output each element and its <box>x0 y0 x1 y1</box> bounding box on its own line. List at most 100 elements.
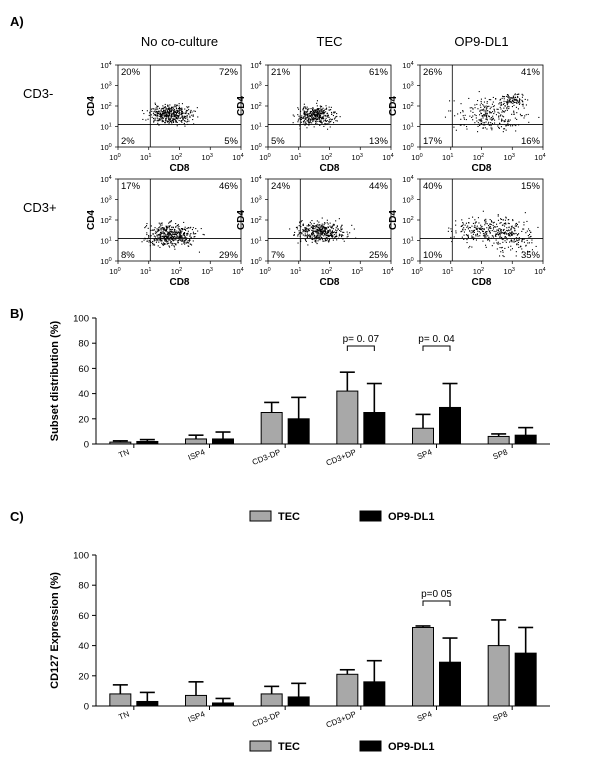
event-dot <box>320 110 322 112</box>
event-dot <box>157 245 159 247</box>
event-dot <box>172 106 174 108</box>
dot-plot: 24% 44%7% 25%100 101 102 103 10410010110210310… <box>236 175 394 288</box>
event-dot <box>322 227 324 229</box>
event-dot <box>329 118 331 120</box>
event-dot <box>525 104 527 106</box>
event-dot <box>306 237 308 239</box>
event-dot <box>154 244 156 246</box>
event-dot <box>311 241 313 243</box>
event-dot <box>483 110 485 112</box>
event-dot <box>319 233 321 235</box>
event-dot <box>321 105 323 107</box>
event-dot <box>302 109 304 111</box>
event-dot <box>333 112 335 114</box>
event-dot <box>312 238 314 240</box>
event-dot <box>319 108 321 110</box>
event-dot <box>167 233 169 235</box>
event-dot <box>498 127 500 129</box>
event-dot <box>297 119 299 121</box>
event-dot <box>475 226 477 228</box>
event-dot <box>474 226 476 228</box>
x-tick-label: 104 <box>232 153 243 162</box>
event-dot <box>480 226 482 228</box>
event-dot <box>461 219 463 221</box>
event-dot <box>329 109 331 111</box>
event-dot <box>186 228 188 230</box>
event-dot <box>516 222 518 224</box>
event-dot <box>489 118 491 120</box>
event-dot <box>162 105 164 107</box>
event-dot <box>484 112 486 114</box>
x-tick-label: 101 <box>442 153 453 162</box>
y-tick-label: 101 <box>100 123 111 132</box>
event-dot <box>483 108 485 110</box>
event-dot <box>178 237 180 239</box>
event-dot <box>481 109 483 111</box>
event-dot <box>509 124 511 126</box>
y-tick-label: 101 <box>402 123 413 132</box>
event-dot <box>157 108 159 110</box>
event-dot <box>314 225 316 227</box>
event-dot <box>157 230 159 232</box>
event-dot <box>313 119 315 121</box>
event-dot <box>149 240 151 242</box>
event-dot <box>505 119 507 121</box>
event-dot <box>176 237 178 239</box>
event-dot <box>315 122 317 124</box>
event-dot <box>307 115 309 117</box>
event-dot <box>465 234 467 236</box>
event-dot <box>172 239 174 241</box>
event-dot <box>335 232 337 234</box>
event-dot <box>494 119 496 121</box>
event-dot <box>298 232 300 234</box>
event-dot <box>173 121 175 123</box>
quadrant-percentage: 35% <box>521 250 541 261</box>
event-dot <box>487 235 489 237</box>
event-dot <box>454 115 456 117</box>
event-dot <box>168 227 170 229</box>
event-dot <box>310 115 312 117</box>
event-dot <box>147 118 149 120</box>
event-dot <box>164 122 166 124</box>
event-dot <box>517 237 519 239</box>
event-dot <box>329 232 331 234</box>
event-dot <box>303 230 305 232</box>
event-dot <box>476 103 478 105</box>
event-dot <box>474 122 476 124</box>
event-dot <box>503 256 505 258</box>
event-dot <box>326 113 328 115</box>
event-dot <box>149 245 151 247</box>
event-dot <box>450 110 452 112</box>
event-dot <box>314 240 316 242</box>
event-dot <box>496 229 498 231</box>
y-tick-label: 103 <box>250 82 261 91</box>
y-tick-label: 101 <box>250 237 261 246</box>
y-tick-exponent: 1 <box>259 123 262 129</box>
y-tick-label: 103 <box>402 196 413 205</box>
event-dot <box>300 241 302 243</box>
event-dot <box>316 112 318 114</box>
event-dot <box>498 115 500 117</box>
event-dot <box>328 119 330 121</box>
event-dot <box>182 119 184 121</box>
event-dot <box>504 247 506 249</box>
event-dot <box>447 230 449 232</box>
event-dot <box>308 236 310 238</box>
event-dot <box>173 108 175 110</box>
event-dot <box>313 111 315 113</box>
event-dot <box>178 228 180 230</box>
event-dot <box>486 231 488 233</box>
event-dot <box>499 255 501 257</box>
legend-label: TEC <box>278 741 300 753</box>
event-dot <box>511 97 513 99</box>
event-dot <box>181 121 183 123</box>
event-dot <box>347 235 349 237</box>
legend: TEC OP9-DL1 <box>249 510 434 523</box>
x-tick-label: 103 <box>504 153 515 162</box>
event-dot <box>170 116 172 118</box>
event-dot <box>166 236 168 238</box>
event-dot <box>321 233 323 235</box>
event-dot <box>197 116 199 118</box>
event-dot <box>320 112 322 114</box>
